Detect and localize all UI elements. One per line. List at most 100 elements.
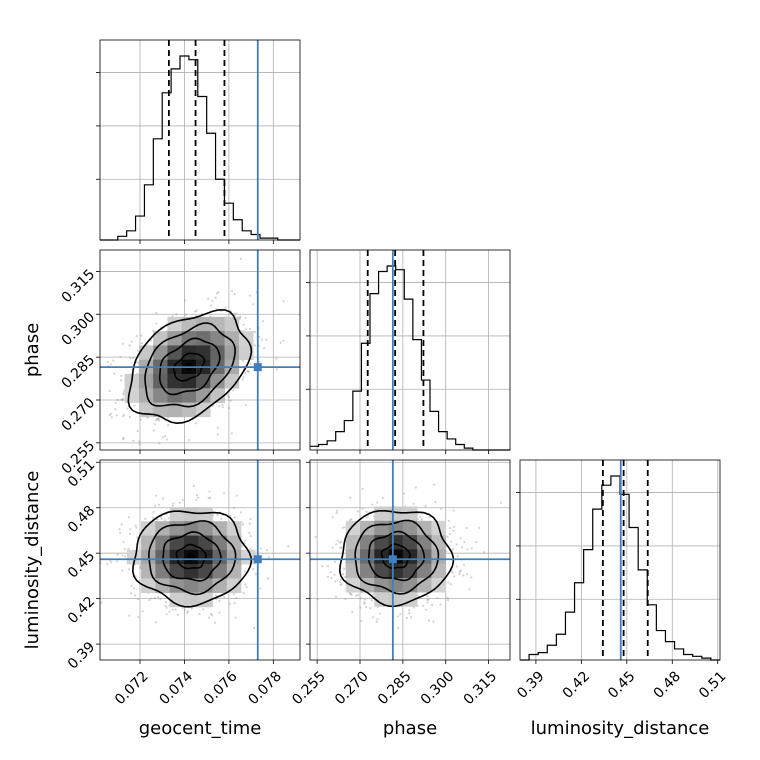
sample-point xyxy=(246,369,250,372)
density-cell xyxy=(153,388,168,403)
sample-point xyxy=(359,606,362,609)
sample-point xyxy=(244,583,247,586)
sample-point xyxy=(137,616,140,619)
sample-point xyxy=(242,591,245,595)
density-cell xyxy=(210,388,225,403)
sample-point xyxy=(357,510,360,513)
sample-point xyxy=(263,347,266,350)
truth-marker xyxy=(253,555,262,564)
x-axis-label-luminosity_distance: luminosity_distance xyxy=(531,718,710,739)
sample-point xyxy=(458,572,461,575)
sample-point xyxy=(160,517,163,521)
sample-point xyxy=(339,540,342,543)
sample-point xyxy=(202,608,205,611)
sample-point xyxy=(129,592,133,595)
sample-point xyxy=(160,516,163,519)
sample-point xyxy=(106,361,109,364)
histogram-geocent_time xyxy=(100,55,300,241)
sample-point xyxy=(371,616,375,619)
sample-point xyxy=(210,304,213,307)
contour-level-1 xyxy=(175,543,208,570)
sample-point xyxy=(452,529,455,532)
sample-point xyxy=(229,399,232,402)
sample-point xyxy=(463,541,466,544)
panel-frame-luminosity_distance xyxy=(519,459,721,661)
sample-point xyxy=(156,518,159,521)
sample-point xyxy=(171,504,174,507)
sample-point xyxy=(282,300,285,303)
sample-point xyxy=(171,315,174,318)
sample-point xyxy=(133,404,136,407)
sample-point xyxy=(108,414,111,417)
sample-point xyxy=(232,389,235,392)
sample-point xyxy=(356,593,360,597)
sample-point xyxy=(198,613,201,616)
sample-point xyxy=(148,599,151,602)
sample-point xyxy=(127,516,131,519)
sample-point xyxy=(475,540,478,544)
sample-point xyxy=(134,524,137,527)
sample-point xyxy=(449,540,453,543)
density-cell xyxy=(212,521,228,536)
sample-point xyxy=(161,436,165,439)
sample-point xyxy=(426,599,429,602)
sample-point xyxy=(223,595,226,598)
density-cell xyxy=(196,388,211,403)
sample-point xyxy=(460,546,464,549)
density-cell xyxy=(138,374,154,389)
sample-point xyxy=(129,357,132,360)
density-cell xyxy=(212,578,228,593)
sample-point xyxy=(228,407,231,410)
sample-point xyxy=(157,419,161,422)
sample-point xyxy=(122,389,126,393)
density-cell xyxy=(360,535,375,550)
density-cell xyxy=(183,535,199,551)
sample-point xyxy=(132,356,135,360)
sample-point xyxy=(167,424,170,427)
sample-point xyxy=(348,592,351,595)
sample-point xyxy=(371,503,374,506)
sample-point xyxy=(112,359,115,362)
sample-point xyxy=(342,573,345,576)
sample-point xyxy=(195,309,198,312)
sample-point xyxy=(122,392,125,395)
sample-point xyxy=(329,571,332,574)
sample-point xyxy=(455,543,458,546)
sample-point xyxy=(233,506,236,510)
sample-point xyxy=(414,486,417,489)
sample-point xyxy=(178,501,181,504)
sample-point xyxy=(267,556,270,559)
sample-point xyxy=(157,503,161,506)
sample-point xyxy=(427,619,431,622)
sample-point xyxy=(354,594,358,597)
sample-point xyxy=(155,322,158,325)
sample-point xyxy=(208,490,211,493)
sample-point xyxy=(116,553,119,556)
sample-point xyxy=(155,418,158,422)
sample-point xyxy=(462,563,466,566)
sample-point xyxy=(215,598,218,601)
sample-point xyxy=(252,626,256,630)
sample-point xyxy=(247,370,250,373)
sample-point xyxy=(422,604,425,607)
sample-point xyxy=(171,608,174,611)
sample-point xyxy=(122,413,125,416)
sample-point xyxy=(446,535,449,539)
sample-point xyxy=(350,593,353,596)
sample-point xyxy=(339,546,342,549)
sample-point xyxy=(316,598,319,601)
sample-point xyxy=(158,442,161,445)
sample-point xyxy=(452,547,455,550)
sample-point xyxy=(164,601,168,604)
sample-point xyxy=(326,565,330,568)
sample-point xyxy=(361,507,364,510)
panel-frame-geocent_time-phase xyxy=(99,249,301,451)
sample-point xyxy=(234,596,238,600)
density-cell xyxy=(155,535,170,551)
sample-point xyxy=(110,416,113,419)
sample-point xyxy=(338,581,342,584)
sample-point xyxy=(351,610,354,613)
sample-point xyxy=(412,502,415,505)
sample-point xyxy=(239,257,243,260)
